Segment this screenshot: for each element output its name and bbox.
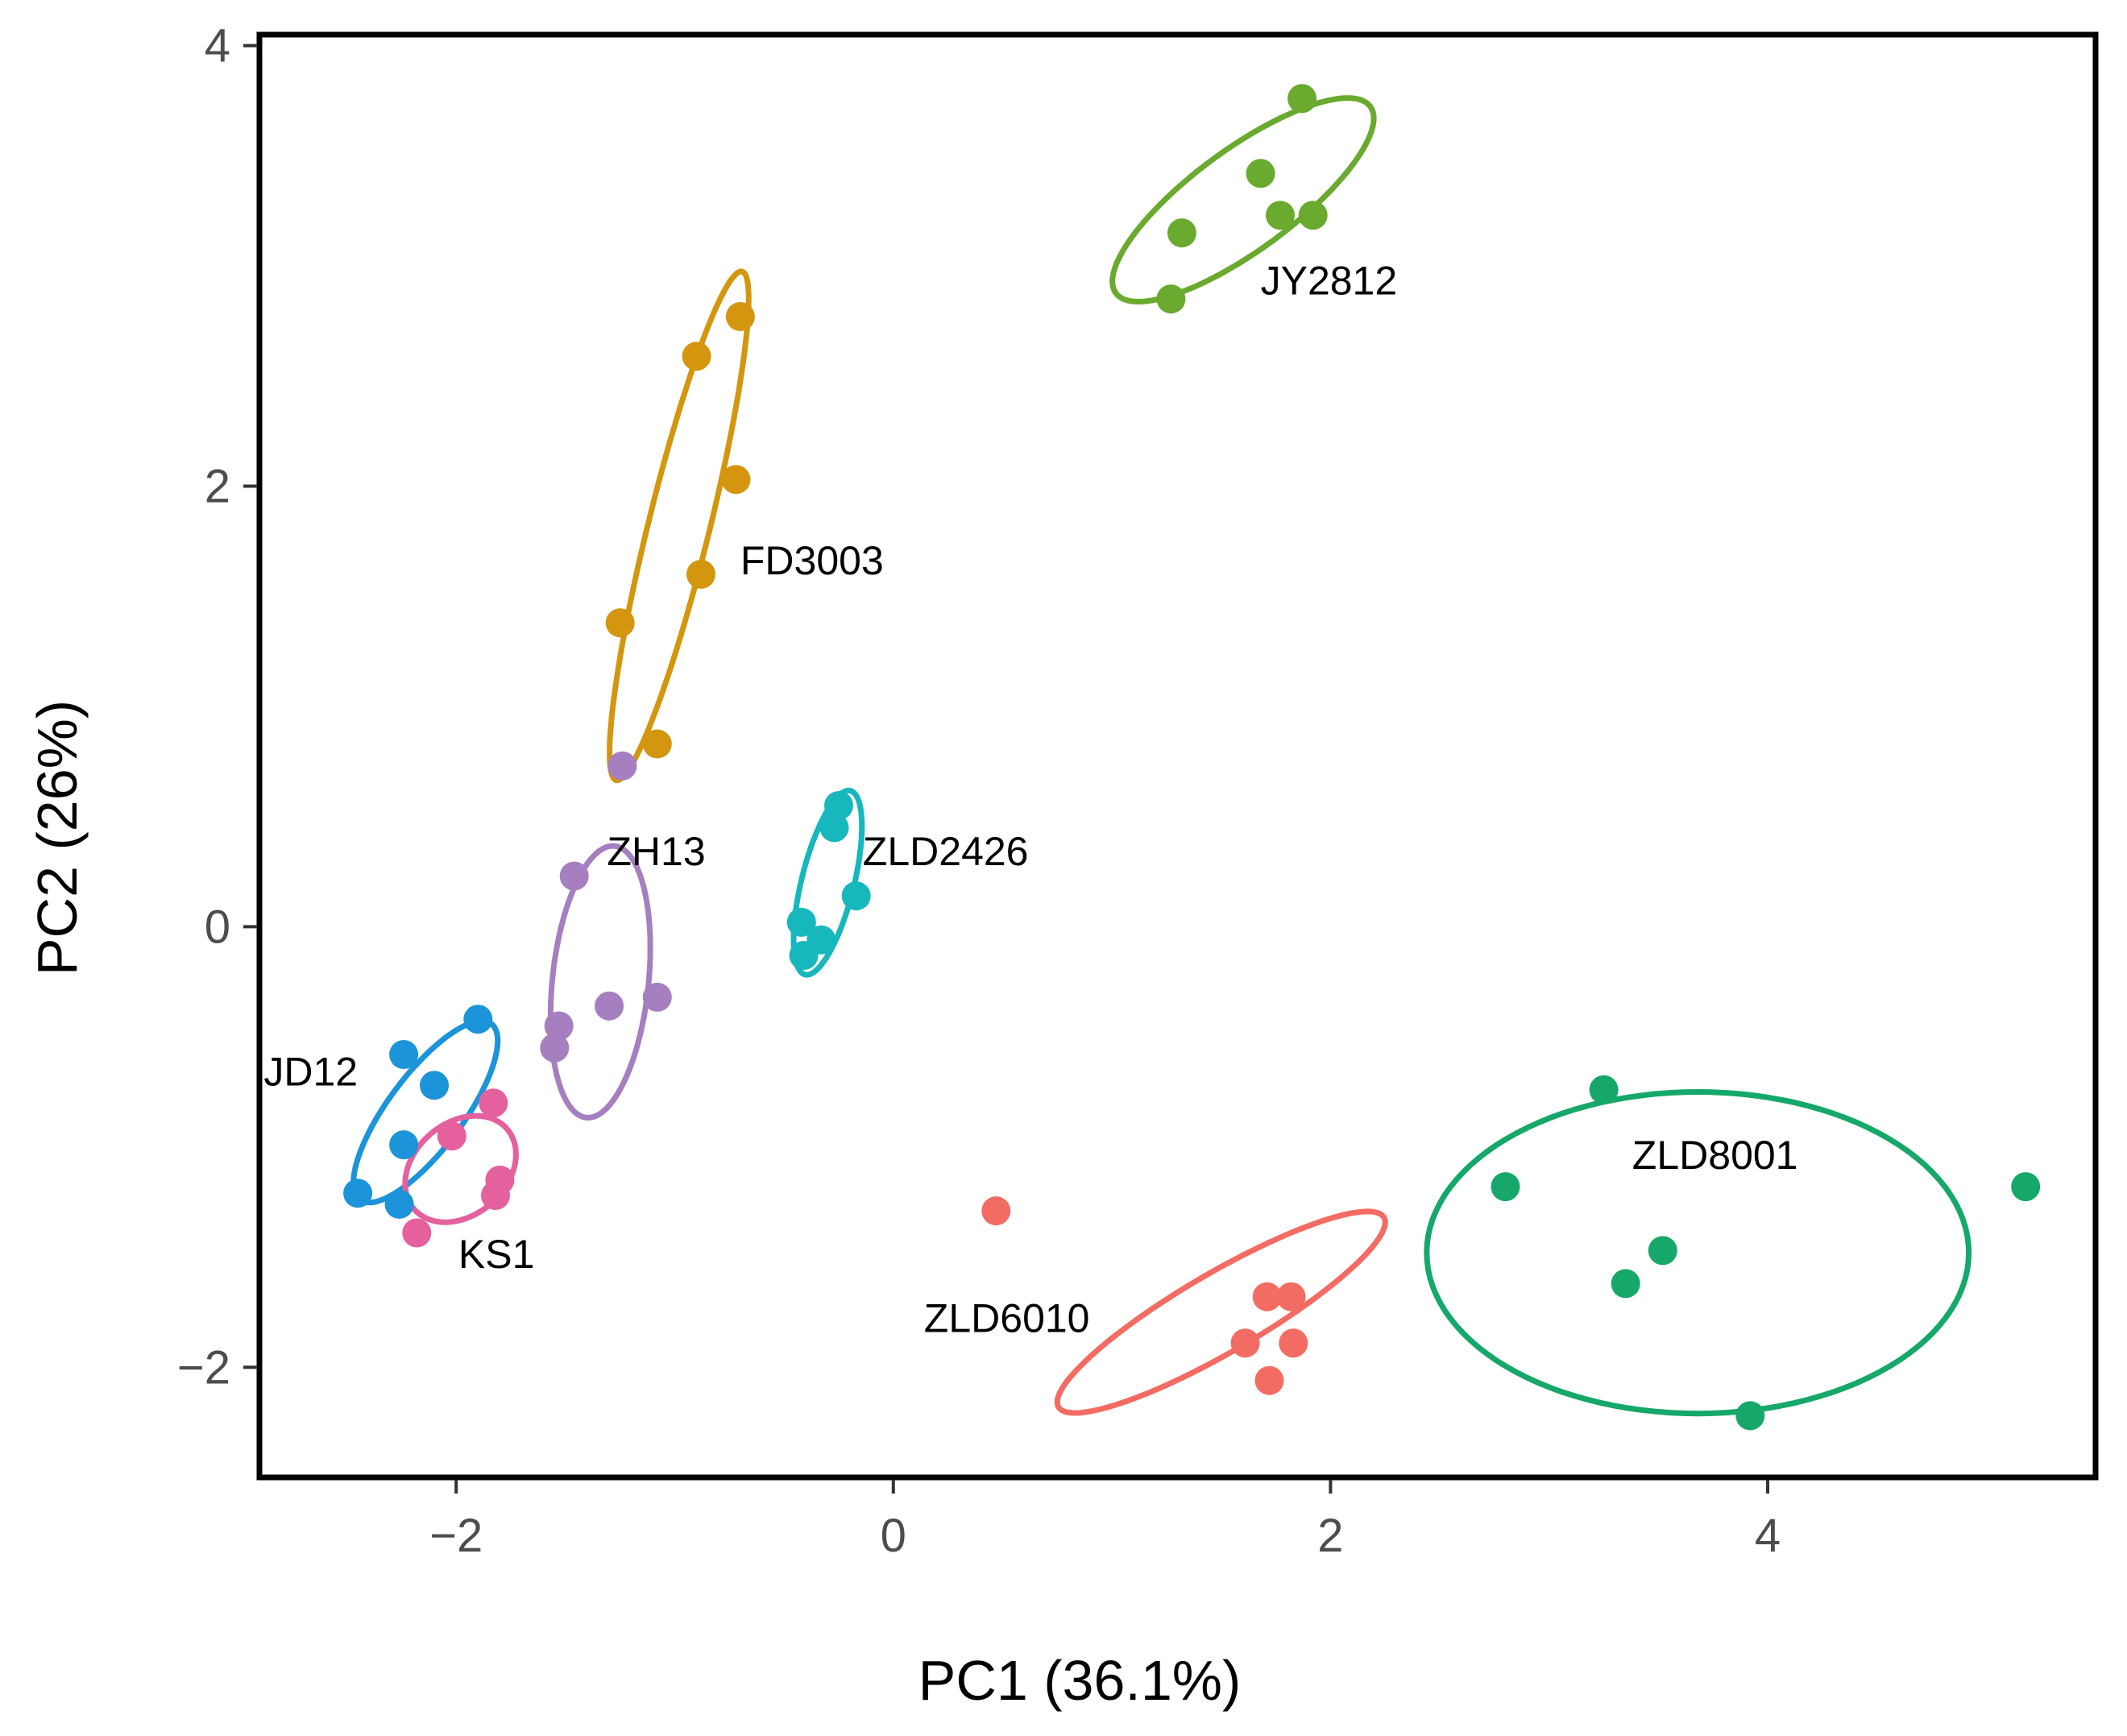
point-zh13-3 xyxy=(642,982,672,1012)
point-zld2426-1 xyxy=(824,791,853,820)
point-zld2426-2 xyxy=(819,813,849,843)
point-ks1-4 xyxy=(481,1181,510,1210)
x-tick-label: −2 xyxy=(429,1510,483,1562)
point-fd3003-3 xyxy=(721,465,751,495)
group-labels: JY2812 FD3003 ZH13 ZLD2426 JD12 KS1 ZLD6010 ZLD… xyxy=(263,259,1797,1341)
point-zld8001-5 xyxy=(1611,1269,1640,1299)
x-tick-label: 4 xyxy=(1755,1510,1781,1562)
point-jy2812-4 xyxy=(1298,201,1328,230)
point-fd3003-5 xyxy=(605,608,635,638)
point-zh13-1 xyxy=(607,751,637,781)
ellipse-zld2426 xyxy=(790,787,865,978)
point-zh13-6 xyxy=(540,1033,570,1063)
label-ks1: KS1 xyxy=(458,1232,535,1277)
label-zh13: ZH13 xyxy=(607,829,705,874)
plot-frame xyxy=(256,31,2099,1481)
point-jy2812-1 xyxy=(1287,84,1317,114)
point-zld6010-3 xyxy=(1276,1282,1306,1311)
point-zld8001-2 xyxy=(1491,1172,1520,1202)
ellipse-jy2812 xyxy=(1109,95,1377,305)
point-fd3003-1 xyxy=(725,302,755,331)
y-tick-label: 2 xyxy=(205,461,230,513)
y-axis-title: PC2 (26%) xyxy=(26,700,89,976)
point-zld8001-3 xyxy=(2011,1172,2041,1202)
point-zh13-5 xyxy=(544,1011,574,1041)
point-jy2812-2 xyxy=(1246,159,1275,189)
point-zld6010-1 xyxy=(981,1196,1011,1226)
point-fd3003-2 xyxy=(682,342,711,371)
point-zld6010-6 xyxy=(1254,1365,1284,1395)
point-jy2812-3 xyxy=(1266,201,1295,230)
point-ks1-5 xyxy=(402,1218,432,1248)
label-fd3003: FD3003 xyxy=(740,538,884,583)
point-zh13-2 xyxy=(559,861,589,891)
point-ks1-2 xyxy=(437,1121,466,1151)
point-jd12-4 xyxy=(389,1130,419,1160)
y-tick-label: −2 xyxy=(177,1341,230,1394)
y-tick-label: 0 xyxy=(205,901,230,953)
ellipse-fd3003 xyxy=(607,268,752,783)
x-tick-label: 2 xyxy=(1317,1510,1343,1562)
point-zh13-4 xyxy=(595,991,624,1021)
point-zld8001-6 xyxy=(1735,1401,1765,1431)
label-zld2426: ZLD2426 xyxy=(863,829,1029,874)
x-axis-title: PC1 (36.1%) xyxy=(918,1649,1242,1712)
point-jd12-3 xyxy=(420,1071,449,1100)
ellipse-zld8001 xyxy=(1424,1088,1972,1417)
point-zld2426-6 xyxy=(789,941,819,970)
point-jd12-6 xyxy=(384,1189,414,1219)
point-zld6010-2 xyxy=(1252,1282,1282,1311)
label-jy2812: JY2812 xyxy=(1261,259,1398,304)
point-jd12-2 xyxy=(389,1040,419,1069)
y-axis: −2 0 2 4 xyxy=(177,20,257,1394)
point-zld6010-5 xyxy=(1279,1328,1308,1358)
point-jy2812-6 xyxy=(1156,284,1186,314)
label-zld8001: ZLD8001 xyxy=(1632,1133,1798,1178)
ellipse-jd12 xyxy=(350,1017,501,1206)
ellipse-zld6010 xyxy=(1054,1208,1388,1416)
x-axis: −2 0 2 4 xyxy=(429,1480,1781,1562)
point-zld2426-3 xyxy=(841,881,871,911)
point-jy2812-5 xyxy=(1167,218,1196,248)
ellipse-zh13 xyxy=(547,843,653,1121)
data-points xyxy=(343,84,2041,1431)
point-zld2426-4 xyxy=(786,907,816,937)
point-fd3003-4 xyxy=(686,559,715,589)
point-fd3003-6 xyxy=(642,729,672,759)
label-zld6010: ZLD6010 xyxy=(924,1296,1090,1341)
point-zld6010-4 xyxy=(1230,1328,1260,1358)
point-ks1-1 xyxy=(479,1088,508,1118)
y-tick-label: 4 xyxy=(205,20,230,73)
point-zld8001-1 xyxy=(1589,1075,1619,1104)
point-jd12-1 xyxy=(463,1005,493,1034)
x-tick-label: 0 xyxy=(881,1510,906,1562)
label-jd12: JD12 xyxy=(263,1049,358,1094)
point-zld8001-4 xyxy=(1648,1236,1677,1266)
point-jd12-5 xyxy=(343,1179,373,1208)
